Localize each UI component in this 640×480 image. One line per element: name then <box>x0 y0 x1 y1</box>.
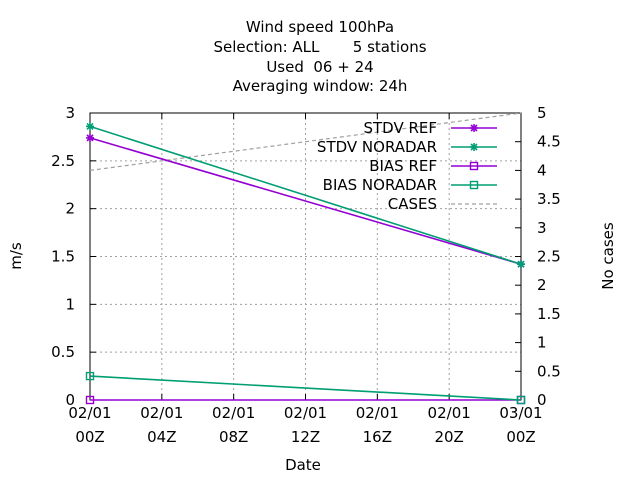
x-tick-label-hour: 00Z <box>75 428 104 446</box>
y2-tick-label: 4 <box>537 161 547 179</box>
series-line <box>89 112 522 171</box>
x-tick-label-date: 02/01 <box>284 404 327 422</box>
star-marker <box>470 124 478 132</box>
star-marker <box>470 143 478 151</box>
y2-tick-label: 3 <box>537 219 547 237</box>
legend-label: STDV REF <box>363 119 437 137</box>
y-tick-label: 1 <box>65 295 75 313</box>
series-layer <box>85 112 526 405</box>
star-stroke <box>86 134 94 142</box>
y2-tick-label: 3.5 <box>537 190 561 208</box>
y2-tick-label: 4.5 <box>537 133 561 151</box>
y2-tick-label: 2.5 <box>537 248 561 266</box>
y2-tick-label: 5 <box>537 104 547 122</box>
y-tick-label: 0 <box>65 391 75 409</box>
legend-entry: CASES <box>388 195 497 213</box>
square-marker <box>469 180 479 190</box>
legend-label: BIAS REF <box>369 157 437 175</box>
y2-tick-label: 0.5 <box>537 362 561 380</box>
star-stroke <box>86 122 94 130</box>
legend-entry: STDV NORADAR <box>317 138 497 156</box>
y2-tick-label: 1.5 <box>537 305 561 323</box>
square-marker <box>85 395 95 405</box>
series-line <box>89 125 522 265</box>
y-tick-label: 2.5 <box>51 152 75 170</box>
square-marker <box>516 395 526 405</box>
x-tick-label-date: 02/01 <box>428 404 471 422</box>
x-tick-label-hour: 12Z <box>291 428 320 446</box>
y-tick-label: 1.5 <box>51 248 75 266</box>
title-line-4: Averaging window: 24h <box>233 77 408 95</box>
y-tick-label: 3 <box>65 104 75 122</box>
axes: 0 0.5 1 1.5 2 2.5 3 0 0.5 1 1.5 2 2.5 3 3.5 4 4.5 5 02/01 0… <box>51 104 561 446</box>
star-marker <box>86 122 94 131</box>
x-tick-label-date: 02/01 <box>212 404 255 422</box>
series-stdv-noradar <box>86 122 525 269</box>
x-tick-label-date: 02/01 <box>68 404 111 422</box>
square-marker <box>85 371 95 381</box>
title-line-1: Wind speed 100hPa <box>246 18 394 36</box>
x-tick-label-hour: 04Z <box>147 428 176 446</box>
series-line <box>89 137 522 265</box>
legend-label: CASES <box>388 195 437 213</box>
series-line <box>89 375 522 401</box>
legend-label: STDV NORADAR <box>317 138 437 156</box>
y-tick-label: 2 <box>65 200 75 218</box>
legend-entry: STDV REF <box>363 119 497 137</box>
x-tick-label-date: 03/01 <box>499 404 542 422</box>
y2-tick-label: 2 <box>537 276 547 294</box>
y2-tick-label: 1 <box>537 334 547 352</box>
star-stroke <box>470 124 478 132</box>
grid <box>90 113 521 400</box>
legend-entry: BIAS REF <box>369 157 497 175</box>
square-marker <box>469 161 479 171</box>
series-bias-noradar <box>85 371 526 405</box>
star-stroke <box>470 143 478 151</box>
x-tick-label-hour: 08Z <box>219 428 248 446</box>
y2-axis-label: No cases <box>599 222 617 290</box>
star-marker <box>517 260 525 269</box>
x-tick-label-hour: 16Z <box>363 428 392 446</box>
x-tick-label-hour: 20Z <box>434 428 463 446</box>
x-tick-label-date: 02/01 <box>140 404 183 422</box>
legend-label: BIAS NORADAR <box>323 176 437 194</box>
series-cases <box>89 112 522 171</box>
legend-entry: BIAS NORADAR <box>323 176 497 194</box>
star-stroke <box>517 260 525 268</box>
y-axis-label: m/s <box>7 242 25 270</box>
title-line-2: Selection: ALL 5 stations <box>213 38 426 56</box>
y2-tick-label: 0 <box>537 391 547 409</box>
x-tick-label-hour: 00Z <box>506 428 535 446</box>
chart-title: Wind speed 100hPa Selection: ALL 5 stati… <box>213 18 426 95</box>
star-marker <box>86 133 94 142</box>
x-axis-label: Date <box>285 456 321 474</box>
title-line-3: Used 06 + 24 <box>266 58 373 76</box>
x-tick-label-date: 02/01 <box>356 404 399 422</box>
y-tick-label: 0.5 <box>51 343 75 361</box>
